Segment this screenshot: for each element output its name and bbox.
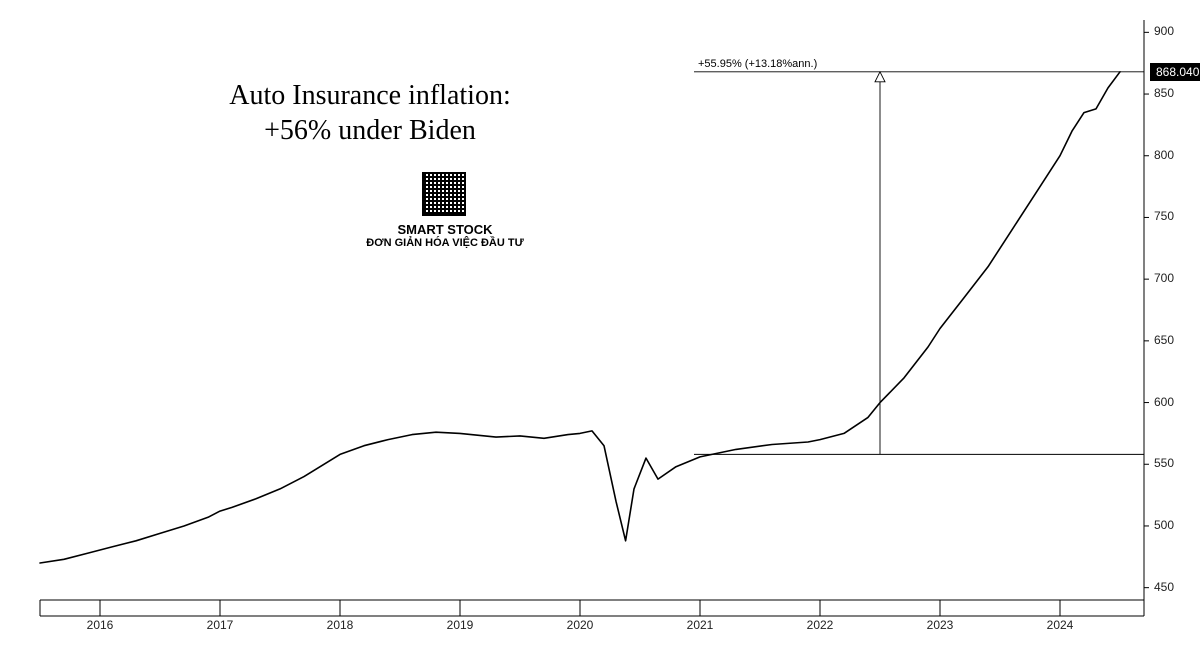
change-annotation-text: +55.95% (+13.18%ann.): [698, 58, 817, 70]
y-axis-tick-label: 450: [1154, 580, 1174, 594]
y-axis-tick-label: 500: [1154, 518, 1174, 532]
watermark-label: SMART STOCK ĐƠN GIẢN HÓA VIỆC ĐẦU TƯ: [345, 222, 545, 249]
x-axis-tick-label: 2019: [447, 618, 474, 632]
y-axis-tick-label: 550: [1154, 456, 1174, 470]
watermark-line-1: SMART STOCK: [345, 222, 545, 237]
x-axis-tick-label: 2021: [687, 618, 714, 632]
x-axis-tick-label: 2022: [807, 618, 834, 632]
title-line-2: +56% under Biden: [264, 115, 476, 146]
chart-container: Auto Insurance inflation: +56% under Bid…: [0, 0, 1200, 647]
watermark-line-2: ĐƠN GIẢN HÓA VIỆC ĐẦU TƯ: [345, 237, 545, 249]
y-axis-tick-label: 650: [1154, 333, 1174, 347]
x-axis-tick-label: 2018: [327, 618, 354, 632]
qr-code-icon: [422, 172, 466, 216]
x-axis-tick-label: 2024: [1047, 618, 1074, 632]
y-axis-tick-label: 800: [1154, 148, 1174, 162]
x-axis-tick-label: 2017: [207, 618, 234, 632]
change-annotation: +55.95% (+13.18%ann.): [698, 58, 817, 70]
chart-title: Auto Insurance inflation: +56% under Bid…: [170, 78, 570, 148]
price-flag-value: 868.040: [1156, 65, 1199, 79]
x-axis-tick-label: 2020: [567, 618, 594, 632]
y-axis-tick-label: 700: [1154, 271, 1174, 285]
title-line-1: Auto Insurance inflation:: [229, 80, 510, 111]
y-axis-tick-label: 750: [1154, 209, 1174, 223]
y-axis-tick-label: 600: [1154, 395, 1174, 409]
y-axis-tick-label: 900: [1154, 24, 1174, 38]
price-flag: 868.040: [1150, 63, 1200, 81]
x-axis-tick-label: 2016: [87, 618, 114, 632]
y-axis-tick-label: 850: [1154, 86, 1174, 100]
x-axis-tick-label: 2023: [927, 618, 954, 632]
